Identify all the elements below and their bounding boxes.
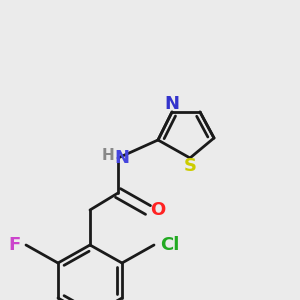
Text: N: N <box>115 149 130 167</box>
Text: N: N <box>164 95 179 113</box>
Text: H: H <box>102 148 114 164</box>
Text: O: O <box>150 201 166 219</box>
Text: Cl: Cl <box>160 236 180 254</box>
Text: S: S <box>184 157 196 175</box>
Text: F: F <box>8 236 20 254</box>
